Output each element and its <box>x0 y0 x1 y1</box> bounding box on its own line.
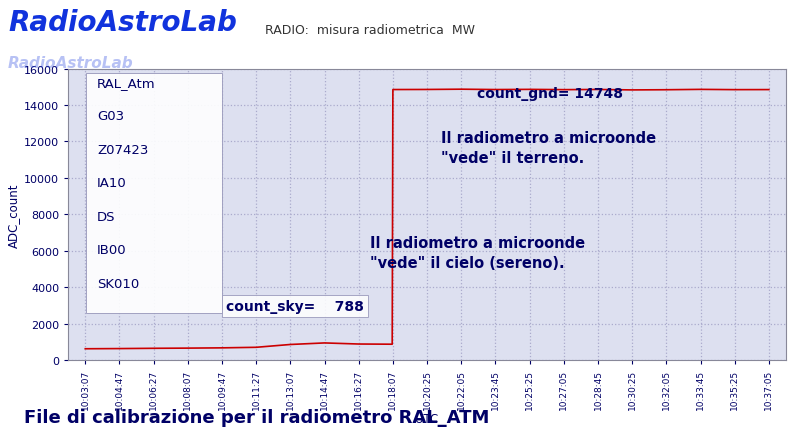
Text: IB00: IB00 <box>97 244 127 257</box>
X-axis label: UTC: UTC <box>415 412 439 425</box>
Y-axis label: ADC_count: ADC_count <box>7 183 20 247</box>
Text: RAL_Atm: RAL_Atm <box>97 77 156 90</box>
Text: RADIO:  misura radiometrica  MW: RADIO: misura radiometrica MW <box>265 24 475 37</box>
Text: SK010: SK010 <box>97 277 139 290</box>
Text: count_gnd= 14748: count_gnd= 14748 <box>477 87 623 101</box>
Text: count_sky=    788: count_sky= 788 <box>226 299 364 313</box>
Text: DS: DS <box>97 210 115 224</box>
Text: RadioAstroLab: RadioAstroLab <box>8 56 134 70</box>
Text: G03: G03 <box>97 110 124 123</box>
FancyBboxPatch shape <box>86 74 222 314</box>
Text: IA10: IA10 <box>97 177 127 190</box>
Text: File di calibrazione per il radiometro RAL_ATM: File di calibrazione per il radiometro R… <box>24 408 489 426</box>
Text: Il radiometro a microonde
"vede" il cielo (sereno).: Il radiometro a microonde "vede" il ciel… <box>370 235 585 270</box>
Text: RadioAstroLab: RadioAstroLab <box>8 9 237 37</box>
Text: Il radiometro a microonde
"vede" il terreno.: Il radiometro a microonde "vede" il terr… <box>441 131 657 165</box>
Text: Z07423: Z07423 <box>97 144 148 157</box>
